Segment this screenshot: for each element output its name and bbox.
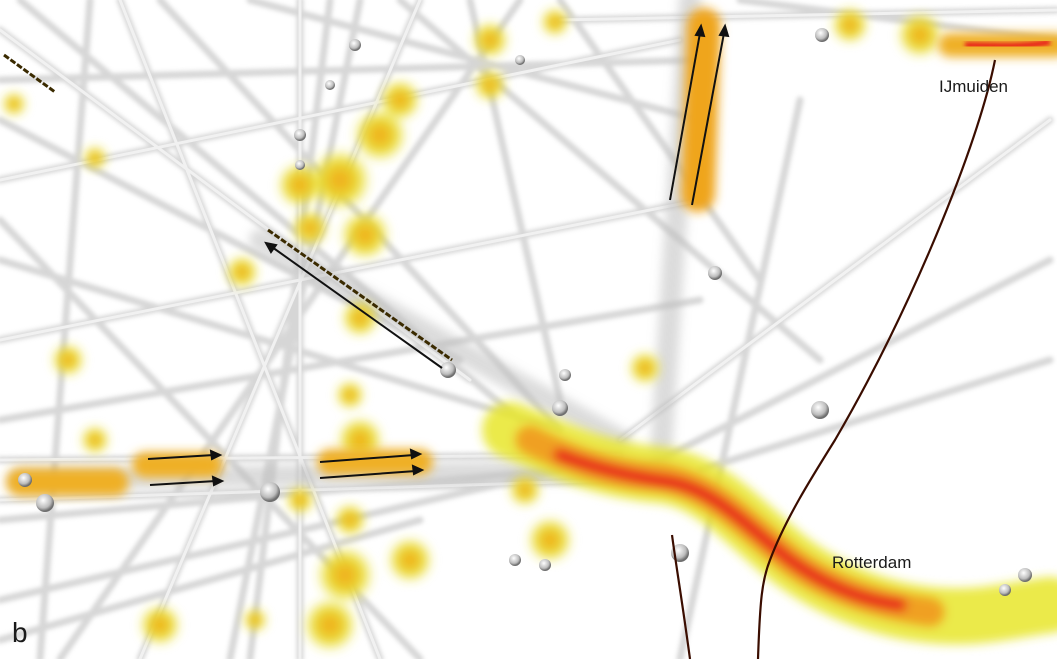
vessel-streak (267, 228, 453, 362)
density-highlights (2, 7, 1057, 651)
vessel-nodes (18, 28, 1032, 596)
place-label-ijmuiden: IJmuiden (939, 77, 1008, 96)
vessel-streak (3, 53, 56, 94)
panel-letter: b (12, 617, 28, 648)
place-label-rotterdam: Rotterdam (832, 553, 912, 572)
coastline (670, 59, 997, 659)
direction-arrow-icon (147, 23, 730, 487)
